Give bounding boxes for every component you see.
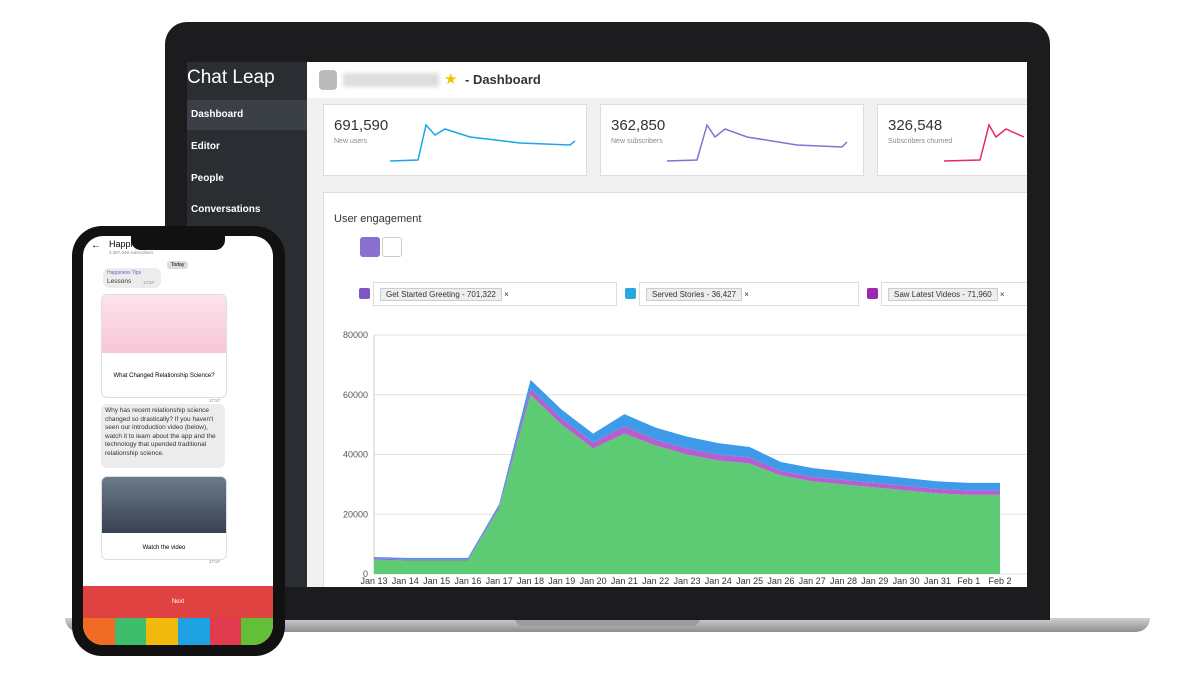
x-tick-label: Feb 2 <box>988 576 1011 586</box>
card[interactable]: What Changed Relationship Science? <box>101 294 227 398</box>
tab[interactable] <box>209 618 242 645</box>
area <box>374 394 1000 574</box>
panel-title: User engagement <box>334 213 422 225</box>
bar-toggle[interactable] <box>382 237 402 257</box>
stat-label: New subscribers <box>611 138 663 145</box>
stat-label: Subscribers churned <box>888 138 953 145</box>
sparkline <box>390 123 576 162</box>
filter-chip: Served Stories - 36,427 <box>646 288 743 301</box>
y-tick-label: 20000 <box>343 509 368 519</box>
timestamp: 17:57 <box>209 559 221 564</box>
logo: Chat Leap <box>187 67 275 88</box>
x-tick-label: Jan 18 <box>517 576 544 586</box>
filter-chip: Get Started Greeting - 701,322 <box>380 288 502 301</box>
avatar <box>319 70 337 90</box>
y-tick-label: 0 <box>363 569 368 579</box>
x-tick-label: Jan 19 <box>548 576 575 586</box>
x-tick-label: Jan 31 <box>924 576 951 586</box>
checkbox[interactable] <box>625 288 636 299</box>
back[interactable]: ← <box>91 240 101 251</box>
x-tick-label: Jan 26 <box>767 576 794 586</box>
next-button[interactable]: Next <box>83 586 273 618</box>
stat-value: 691,590 <box>334 117 389 134</box>
x-tick-label: Jan 13 <box>360 576 387 586</box>
x-tick-label: Feb 1 <box>957 576 980 586</box>
x-tick-label: Jan 28 <box>830 576 857 586</box>
tab[interactable] <box>178 618 210 645</box>
filter-select[interactable]: Served Stories - 36,427 × <box>639 282 859 306</box>
image <box>102 295 226 353</box>
checkbox[interactable] <box>867 288 878 299</box>
tab[interactable] <box>114 618 147 645</box>
x-tick-label: Jan 17 <box>486 576 513 586</box>
tab[interactable] <box>241 618 273 645</box>
x-tick-label: Jan 30 <box>893 576 920 586</box>
y-tick-label: 80000 <box>343 330 368 340</box>
checkbox[interactable] <box>359 288 370 299</box>
stat-value: 326,548 <box>888 117 943 134</box>
bottom-bar <box>83 618 273 645</box>
y-tick-label: 40000 <box>343 450 368 460</box>
card[interactable]: Watch the video <box>101 476 227 560</box>
star[interactable]: ★ <box>444 71 458 88</box>
blurred-name <box>343 73 439 87</box>
message: Why has recent relationship science chan… <box>101 404 225 468</box>
nav-item[interactable]: Conversations <box>191 204 261 215</box>
subscriber-count: 3,387,048 subscribers <box>109 250 154 255</box>
filter-select[interactable]: Get Started Greeting - 701,322 × <box>373 282 617 306</box>
tab[interactable] <box>146 618 179 645</box>
stat-card: 362,850 New subscribers <box>600 104 864 176</box>
topbar: ★ - Dashboard <box>307 62 1027 98</box>
y-tick-label: 60000 <box>343 390 368 400</box>
sparkline <box>667 123 848 162</box>
card-title: Watch the video <box>142 545 186 551</box>
x-tick-label: Jan 23 <box>673 576 700 586</box>
nav-item[interactable]: Editor <box>191 141 220 152</box>
screen: Chat Leap Dashboard Editor People Conver… <box>187 62 1027 587</box>
nav-item[interactable]: Dashboard <box>187 100 307 130</box>
x-tick-label: Jan 14 <box>392 576 419 586</box>
stat-card: 691,590 New users <box>323 104 587 176</box>
nav-item[interactable]: People <box>191 173 224 184</box>
x-tick-label: Jan 21 <box>611 576 638 586</box>
tab[interactable] <box>83 618 115 645</box>
stat-value: 362,850 <box>611 117 666 134</box>
stat-card: 326,548 Subscribers churned <box>877 104 1027 176</box>
area-toggle[interactable] <box>360 237 380 257</box>
phone-screen: ← Happi 3,387,048 subscribers Today Happ… <box>83 236 273 645</box>
x-tick-label: Jan 22 <box>642 576 669 586</box>
message: Happiness Tips Lessons 17:57 <box>103 268 161 288</box>
sender: Happiness Tips <box>107 270 142 276</box>
x-tick-label: Jan 15 <box>423 576 450 586</box>
page-title: - Dashboard <box>465 72 541 87</box>
image <box>102 477 226 533</box>
laptop-notch <box>515 618 700 626</box>
x-tick-label: Jan 27 <box>799 576 826 586</box>
filter-chip: Saw Latest Videos - 71,960 <box>888 288 998 301</box>
phone-notch <box>131 236 225 250</box>
x-tick-label: Jan 29 <box>861 576 888 586</box>
timestamp: 17:57 <box>143 280 155 285</box>
message-text: Lessons <box>107 278 132 285</box>
x-tick-label: Jan 24 <box>705 576 732 586</box>
x-tick-label: Jan 20 <box>580 576 607 586</box>
card-title: What Changed Relationship Science? <box>113 373 215 379</box>
filter-select[interactable]: Saw Latest Videos - 71,960 × <box>881 282 1027 306</box>
sparkline <box>944 123 1025 162</box>
channel-name: Happi <box>109 239 133 249</box>
x-tick-label: Jan 25 <box>736 576 763 586</box>
day-label: Today <box>167 261 189 269</box>
area-chart: 0 20000 40000 60000 80000 Jan 13 Jan 14 Jan 15 J… <box>343 330 1027 586</box>
stat-label: New users <box>334 138 368 145</box>
timestamp: 17:57 <box>209 398 221 403</box>
x-tick-label: Jan 16 <box>454 576 481 586</box>
